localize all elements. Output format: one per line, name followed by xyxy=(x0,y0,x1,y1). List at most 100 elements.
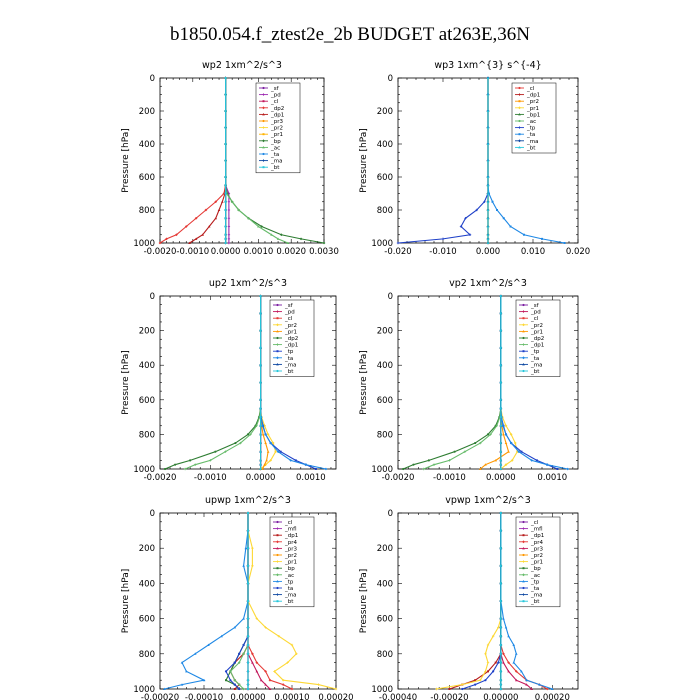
legend: _cl_mfl_dp1_pr4_pr3_pr2_pr1_bp_ac_tp_ta_… xyxy=(515,516,561,608)
legend-marker xyxy=(522,343,525,346)
legend-label: _pr2 xyxy=(530,553,543,559)
data-point xyxy=(494,661,497,664)
data-point xyxy=(238,687,241,691)
data-point xyxy=(255,670,259,673)
legend-label: _dp2 xyxy=(284,336,298,342)
legend-label: _pr3 xyxy=(270,119,284,125)
y-axis-label: Pressure [hPa] xyxy=(359,350,369,415)
x-tick-label: -0.00020 xyxy=(430,693,468,700)
data-point xyxy=(214,200,218,204)
legend-label: _bt xyxy=(270,165,280,171)
data-point xyxy=(255,661,259,664)
legend-marker xyxy=(522,553,525,557)
panel-title: up2 1xm^2/s^3 xyxy=(209,278,287,289)
data-point xyxy=(486,126,490,129)
data-point xyxy=(180,683,184,686)
data-point xyxy=(259,424,262,427)
data-point xyxy=(209,459,212,462)
data-point xyxy=(499,529,502,532)
legend-marker xyxy=(276,303,279,307)
data-point xyxy=(237,208,241,211)
data-point xyxy=(486,208,490,211)
data-point xyxy=(550,687,554,690)
legend-label: _pr2 xyxy=(270,126,283,132)
data-point xyxy=(486,159,490,162)
data-point xyxy=(448,459,451,462)
legend-marker xyxy=(276,350,279,353)
data-point xyxy=(486,225,490,228)
x-tick-label: 0.000 xyxy=(476,247,500,257)
data-point xyxy=(247,679,249,682)
data-point xyxy=(286,241,290,244)
data-point xyxy=(502,433,505,436)
data-point xyxy=(566,467,570,471)
data-point xyxy=(324,467,328,471)
data-point xyxy=(499,512,502,514)
data-point xyxy=(486,175,490,178)
data-point xyxy=(499,463,502,466)
data-point xyxy=(255,424,258,427)
legend-label: _pr2 xyxy=(284,553,297,559)
legend-label: _dp1 xyxy=(530,533,544,539)
y-tick-label: 400 xyxy=(377,361,393,371)
y-tick-label: 600 xyxy=(139,396,155,406)
legend-label: _pr2 xyxy=(530,323,543,329)
x-tick-label: -0.0020 xyxy=(382,473,415,483)
legend-marker xyxy=(276,369,279,373)
y-tick-label: 600 xyxy=(139,615,155,625)
data-point xyxy=(259,346,262,349)
data-point xyxy=(499,652,502,655)
data-point xyxy=(304,463,308,467)
series-line-dp2 xyxy=(402,296,502,470)
data-point xyxy=(229,679,232,682)
data-point xyxy=(422,467,425,471)
data-point xyxy=(276,237,280,240)
data-point xyxy=(461,683,464,686)
data-point xyxy=(484,670,487,673)
series-line-pr1 xyxy=(247,513,337,690)
legend-label: _cl xyxy=(284,316,293,322)
legend-label: _pd xyxy=(270,93,281,99)
legend-marker xyxy=(262,152,265,156)
data-point xyxy=(269,441,273,445)
y-tick-label: 0 xyxy=(388,509,393,519)
legend-marker xyxy=(276,553,279,557)
panel-2: wp3 1xm^{3} s^{-4} Pressure [hPa] 0 200 400 6… xyxy=(359,60,590,257)
data-point xyxy=(233,688,236,690)
data-point xyxy=(538,683,541,686)
x-tick-label: 0.00020 xyxy=(318,693,353,700)
y-tick-label: 800 xyxy=(139,650,155,660)
x-tick-label: 0.00000 xyxy=(230,693,265,700)
data-point xyxy=(459,225,463,228)
data-point xyxy=(259,364,262,367)
data-point xyxy=(314,468,317,470)
legend-label: _ac xyxy=(526,119,536,125)
data-point xyxy=(224,184,227,187)
x-tick-label: 0.00000 xyxy=(483,693,518,700)
data-point xyxy=(259,329,262,332)
data-point xyxy=(242,564,245,567)
data-point xyxy=(501,424,505,428)
data-point xyxy=(499,626,502,629)
data-point xyxy=(334,687,338,691)
panel-title: vp2 1xm^2/s^3 xyxy=(449,278,527,289)
series-line-ta xyxy=(225,513,249,690)
legend-label: _cl xyxy=(284,520,293,526)
data-point xyxy=(396,241,400,245)
data-point xyxy=(478,467,482,470)
data-point xyxy=(502,217,505,220)
data-point xyxy=(499,459,502,462)
legend-label: _bt xyxy=(526,145,536,151)
data-point xyxy=(259,459,262,462)
data-point xyxy=(224,126,227,129)
data-point xyxy=(486,216,490,220)
series-line-pr3 xyxy=(247,513,271,690)
x-tick-label: -0.00040 xyxy=(379,693,417,700)
series-line-tp xyxy=(164,513,249,690)
data-point xyxy=(499,416,502,419)
series-line-pr1 xyxy=(479,296,510,470)
y-axis-label: Pressure [hPa] xyxy=(359,569,369,634)
data-point xyxy=(227,208,231,212)
legend-label: _dp1 xyxy=(284,533,298,539)
data-point xyxy=(233,626,237,629)
